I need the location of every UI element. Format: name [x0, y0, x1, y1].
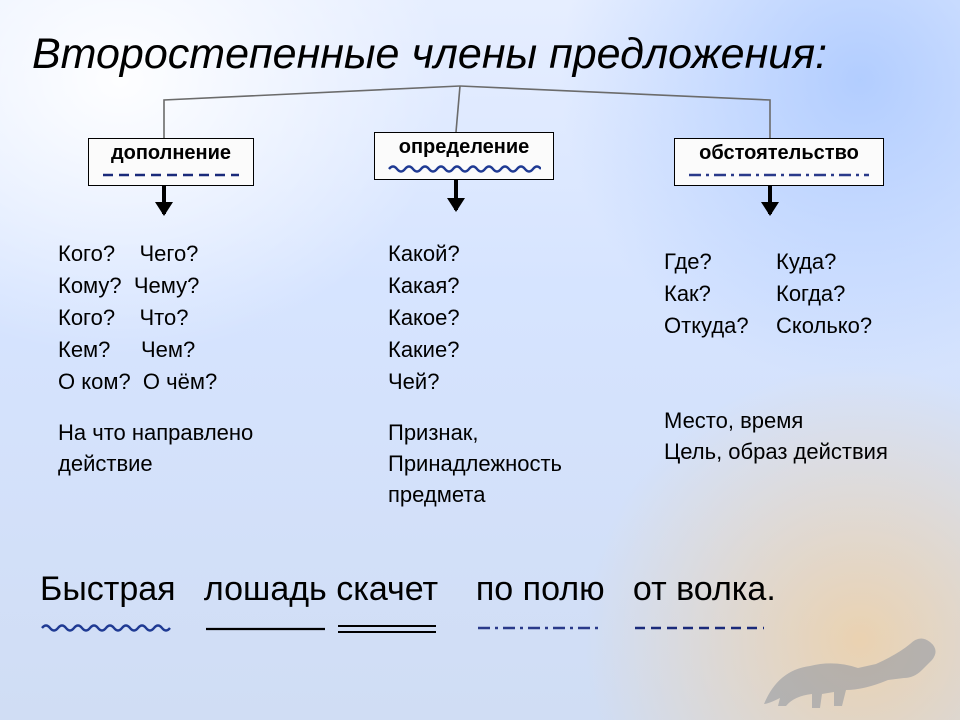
desc-line: Место, время [664, 406, 888, 437]
example-word: Быстрая [40, 570, 176, 619]
example-word: по полю [476, 570, 605, 619]
example-word: скачет [336, 570, 438, 619]
box-obstoyatelstvo: обстоятельство [674, 138, 884, 186]
question-line: Куда? [776, 246, 872, 278]
horse-icon [754, 634, 954, 718]
question-line: Кому? Чему? [58, 270, 217, 302]
down-arrow [768, 186, 772, 214]
desc-line: предмета [388, 480, 562, 511]
question-line: Сколько? [776, 310, 872, 342]
question-line: Какие? [388, 334, 460, 366]
down-arrow [454, 180, 458, 210]
question-line: Какое? [388, 302, 460, 334]
box-label: обстоятельство [681, 142, 877, 165]
questions-dopolnenie: Кого? Чего?Кому? Чему?Кого? Что?Кем? Чем… [58, 238, 217, 397]
box-label: определение [381, 136, 547, 159]
slide: Второстепенные члены предложения: дополн… [0, 0, 960, 720]
questions-obstoyatelstvo-col2: Куда?Когда?Сколько? [776, 246, 872, 342]
desc-line: На что направлено [58, 418, 253, 449]
example-word-text: от волка [633, 570, 766, 608]
desc-line: Признак, [388, 418, 562, 449]
example-sentence: Быстрая лошадь скачет по полю от волка. [40, 570, 776, 619]
question-line: Кого? Чего? [58, 238, 217, 270]
question-line: Когда? [776, 278, 872, 310]
question-line: Кого? Что? [58, 302, 217, 334]
desc-line: Принадлежность [388, 449, 562, 480]
desc-dopolnenie: На что направлено действие [58, 418, 253, 480]
example-word-text: лошадь [204, 570, 327, 608]
example-period: . [766, 570, 775, 608]
question-line: Какой? [388, 238, 460, 270]
questions-opredelenie: Какой?Какая?Какое?Какие?Чей? [388, 238, 460, 397]
question-line: Какая? [388, 270, 460, 302]
example-word: лошадь [204, 570, 327, 619]
desc-obstoyatelstvo: Место, времяЦель, образ действия [664, 406, 888, 468]
example-word: от волка [633, 570, 766, 619]
desc-opredelenie: Признак,Принадлежность предмета [388, 418, 562, 510]
question-line: Где? [664, 246, 749, 278]
box-dopolnenie: дополнение [88, 138, 254, 186]
example-word-text: скачет [336, 570, 438, 608]
question-line: Как? [664, 278, 749, 310]
example-word-text: по полю [476, 570, 605, 608]
question-line: Откуда? [664, 310, 749, 342]
question-line: Кем? Чем? [58, 334, 217, 366]
down-arrow [162, 186, 166, 214]
box-label: дополнение [95, 142, 247, 165]
box-opredelenie: определение [374, 132, 554, 180]
question-line: Чей? [388, 366, 460, 398]
desc-line: Цель, образ действия [664, 437, 888, 468]
questions-obstoyatelstvo-col1: Где?Как?Откуда? [664, 246, 749, 342]
example-word-text: Быстрая [40, 570, 176, 608]
question-line: О ком? О чём? [58, 366, 217, 398]
desc-line: действие [58, 449, 253, 480]
